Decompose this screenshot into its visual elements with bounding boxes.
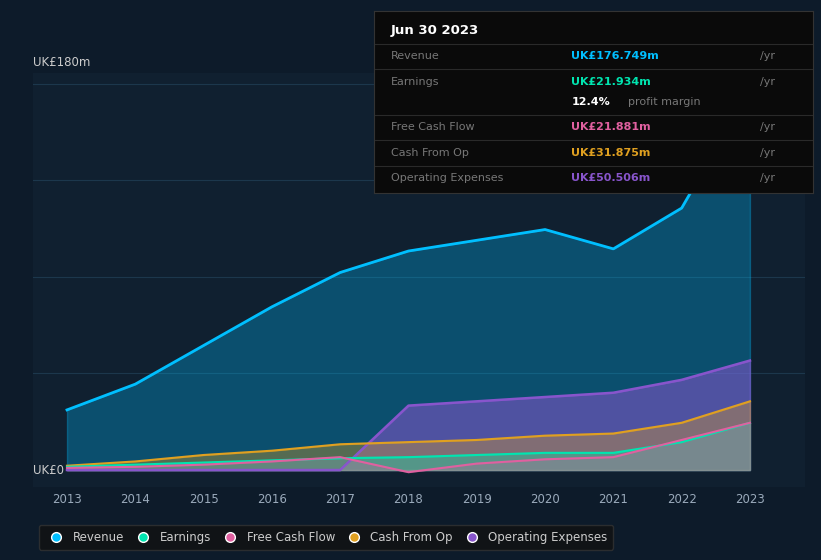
Legend: Revenue, Earnings, Free Cash Flow, Cash From Op, Operating Expenses: Revenue, Earnings, Free Cash Flow, Cash … [39, 525, 613, 550]
Text: Cash From Op: Cash From Op [391, 148, 469, 158]
Text: UK£​50.506m: UK£​50.506m [571, 173, 650, 183]
Text: Free Cash Flow: Free Cash Flow [391, 122, 475, 132]
Text: UK£​31.875m: UK£​31.875m [571, 148, 650, 158]
Text: 12.4%: 12.4% [571, 97, 610, 107]
Text: UK£​21.881m: UK£​21.881m [571, 122, 651, 132]
Text: profit margin: profit margin [628, 97, 701, 107]
Text: /yr: /yr [760, 77, 775, 87]
Text: Operating Expenses: Operating Expenses [391, 173, 503, 183]
Text: Revenue: Revenue [391, 52, 440, 61]
Text: UK£180m: UK£180m [33, 55, 90, 69]
Text: Jun 30 2023: Jun 30 2023 [391, 24, 479, 37]
Text: /yr: /yr [760, 173, 775, 183]
Text: /yr: /yr [760, 122, 775, 132]
Text: UK£​21.934m: UK£​21.934m [571, 77, 651, 87]
Text: UK£176.749m: UK£176.749m [571, 52, 659, 61]
Text: Earnings: Earnings [391, 77, 439, 87]
Text: UK£0: UK£0 [33, 464, 64, 477]
Text: /yr: /yr [760, 148, 775, 158]
Text: /yr: /yr [760, 52, 775, 61]
